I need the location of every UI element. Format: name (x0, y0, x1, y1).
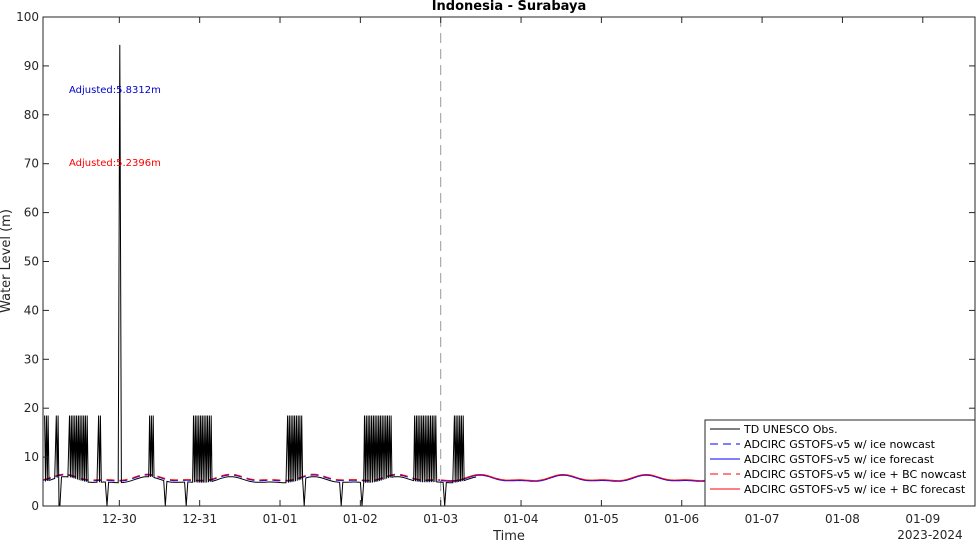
x-tick-label: 01-01 (263, 512, 298, 526)
y-tick-label: 0 (31, 499, 39, 513)
y-axis-label: Water Level (m) (0, 209, 14, 313)
x-tick-label: 01-06 (664, 512, 699, 526)
series-ice-nowcast (42, 474, 440, 482)
legend-label-ice-bc-forecast: ADCIRC GSTOFS-v5 w/ ice + BC forecast (744, 483, 966, 496)
y-tick-label: 20 (24, 401, 39, 415)
x-tick-label: 01-09 (905, 512, 940, 526)
legend-label-obs: TD UNESCO Obs. (743, 423, 838, 436)
y-tick-label: 50 (24, 255, 39, 269)
legend: TD UNESCO Obs. ADCIRC GSTOFS-v5 w/ ice n… (704, 419, 976, 507)
legend-label-ice-nowcast: ADCIRC GSTOFS-v5 w/ ice nowcast (744, 438, 936, 451)
y-tick-label: 30 (24, 352, 39, 366)
x-axis-year-label: 2023-2024 (897, 528, 962, 541)
x-tick-label: 01-08 (825, 512, 860, 526)
x-axis-label: Time (492, 529, 525, 541)
annotation-adjusted-blue: Adjusted:5.8312m (69, 85, 161, 96)
y-tick-label: 70 (24, 157, 39, 171)
legend-label-ice-bc-nowcast: ADCIRC GSTOFS-v5 w/ ice + BC nowcast (744, 468, 967, 481)
y-tick-label: 10 (24, 450, 39, 464)
x-tick-label: 12-31 (182, 512, 217, 526)
y-tick-label: 60 (24, 206, 39, 220)
x-tick-label: 01-07 (745, 512, 780, 526)
x-tick-label: 01-03 (423, 512, 458, 526)
series-ice-bc-nowcast (42, 473, 440, 481)
x-tick-label: 01-02 (343, 512, 378, 526)
axes: 0 10 20 30 40 50 60 70 80 90 100 12-30 12-31 01-01 01-… (16, 10, 975, 526)
annotation-adjusted-red: Adjusted:5.2396m (69, 158, 161, 169)
x-tick-label: 01-04 (504, 512, 539, 526)
series-obs (44, 44, 477, 507)
y-tick-label: 90 (24, 59, 39, 73)
chart-title: Indonesia - Surabaya (432, 0, 587, 14)
legend-box (704, 419, 976, 507)
x-tick-label: 01-05 (584, 512, 619, 526)
y-tick-label: 80 (24, 108, 39, 122)
legend-label-ice-forecast: ADCIRC GSTOFS-v5 w/ ice forecast (744, 453, 935, 466)
x-tick-label: 12-30 (102, 512, 137, 526)
y-tick-label: 100 (16, 10, 39, 24)
y-tick-label: 40 (24, 303, 39, 317)
